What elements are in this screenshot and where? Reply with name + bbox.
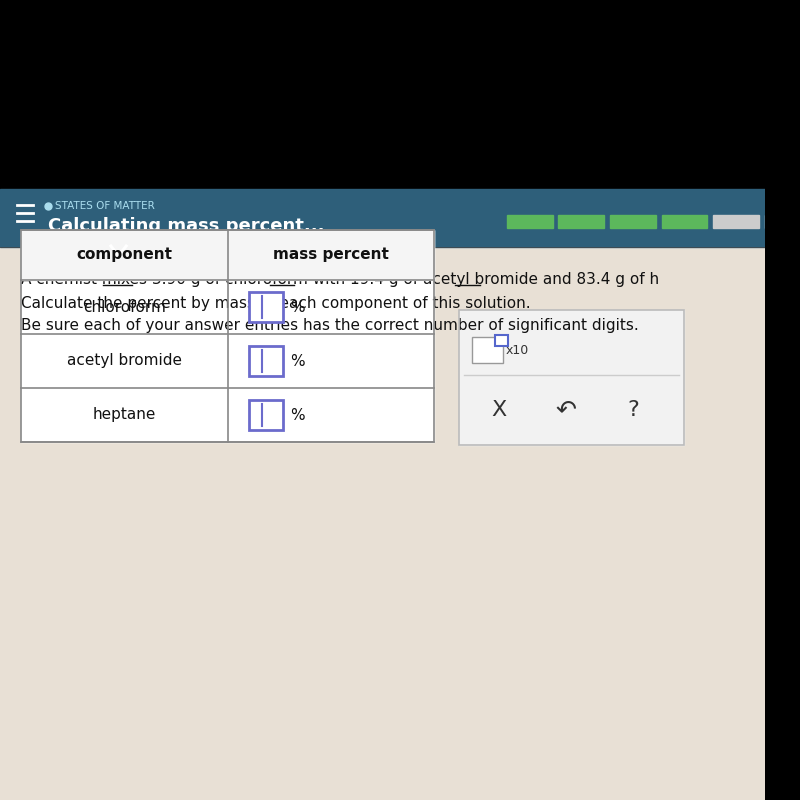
Bar bbox=[249, 346, 283, 376]
Text: x10: x10 bbox=[506, 343, 529, 357]
Bar bbox=[0, 0, 765, 200]
Bar bbox=[765, 215, 800, 228]
Bar bbox=[21, 230, 434, 442]
Bar bbox=[495, 335, 508, 346]
Bar bbox=[94, 237, 143, 265]
Text: Calculate the percent by mass of each component of this solution.: Calculate the percent by mass of each co… bbox=[21, 296, 530, 311]
Bar bbox=[21, 230, 434, 280]
Text: heptane: heptane bbox=[93, 407, 156, 422]
Bar bbox=[459, 310, 683, 445]
Text: acetyl bromide: acetyl bromide bbox=[66, 354, 182, 369]
Text: chloroform: chloroform bbox=[83, 299, 166, 314]
Bar bbox=[662, 215, 707, 228]
Text: %: % bbox=[290, 354, 304, 369]
Bar bbox=[472, 337, 503, 363]
Bar bbox=[558, 215, 604, 228]
Bar bbox=[249, 400, 283, 430]
Text: Be sure each of your answer entries has the correct number of significant digits: Be sure each of your answer entries has … bbox=[21, 318, 638, 333]
Text: A chemist mixes 3.90 g of chloroform with 19.4 g of acetyl bromide and 83.4 g of: A chemist mixes 3.90 g of chloroform wit… bbox=[21, 272, 659, 287]
Bar bbox=[249, 292, 283, 322]
Text: ?: ? bbox=[627, 400, 638, 420]
Text: X: X bbox=[491, 400, 506, 420]
Bar bbox=[459, 310, 683, 445]
Text: Calculating mass percent...: Calculating mass percent... bbox=[48, 217, 324, 235]
Text: component: component bbox=[76, 247, 172, 262]
Text: mass percent: mass percent bbox=[273, 247, 389, 262]
Text: ↶: ↶ bbox=[555, 398, 577, 422]
Bar bbox=[713, 215, 759, 228]
Bar bbox=[0, 247, 765, 800]
Text: %: % bbox=[290, 407, 304, 422]
Text: %: % bbox=[290, 299, 304, 314]
Bar bbox=[21, 230, 434, 442]
Bar bbox=[0, 189, 765, 247]
Text: STATES OF MATTER: STATES OF MATTER bbox=[55, 201, 155, 211]
Bar bbox=[506, 215, 553, 228]
Bar bbox=[610, 215, 656, 228]
